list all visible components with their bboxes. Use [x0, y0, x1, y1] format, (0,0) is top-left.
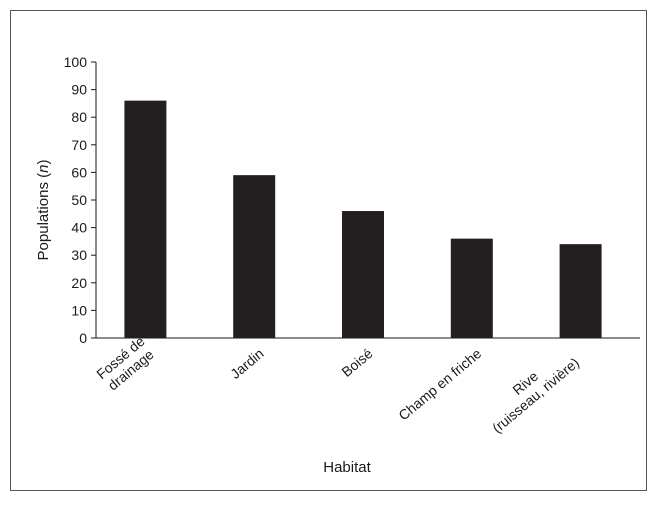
y-tick-label: 60	[71, 164, 87, 180]
y-axis-label-variable: n	[35, 165, 52, 173]
bar	[342, 211, 384, 338]
y-axis-label: Populations (n)	[35, 160, 52, 261]
y-tick-label: 40	[71, 220, 87, 236]
bar	[124, 100, 167, 338]
bar	[450, 238, 493, 338]
bars	[124, 100, 602, 338]
y-axis-label-prefix: Populations (	[35, 173, 52, 261]
x-axis-label: Habitat	[323, 459, 371, 476]
y-tick-label: 80	[71, 109, 87, 125]
y-tick-label: 100	[64, 54, 88, 70]
bar	[559, 244, 602, 338]
y-tick-label: 70	[71, 137, 87, 153]
y-tick-label: 50	[71, 192, 87, 208]
y-tick-label: 10	[71, 302, 87, 318]
bar	[233, 175, 276, 338]
chart-border	[10, 10, 647, 491]
y-tick-label: 30	[71, 247, 87, 263]
y-tick-label: 0	[79, 330, 87, 346]
y-axis: 0 10 20 30 40 50 60 70 80 90 100	[64, 54, 97, 346]
y-axis-label-suffix: )	[35, 160, 52, 165]
y-tick-label: 90	[71, 82, 87, 98]
y-tick-label: 20	[71, 275, 87, 291]
